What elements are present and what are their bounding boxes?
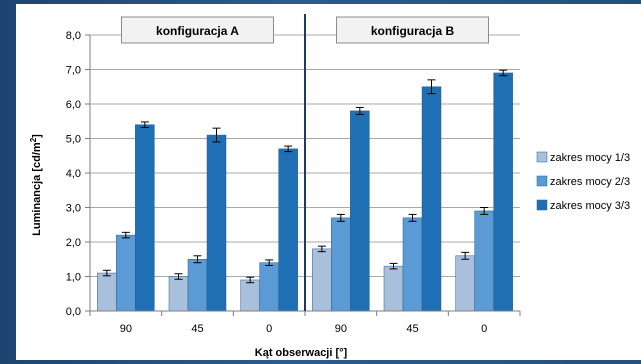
y-tick-label: 2,0 bbox=[66, 237, 81, 249]
y-tick-label: 7,0 bbox=[66, 65, 81, 77]
legend-swatch bbox=[536, 151, 548, 163]
x-tick-label: 45 bbox=[191, 323, 203, 335]
axes bbox=[85, 14, 521, 316]
bar bbox=[168, 276, 189, 312]
legend: zakres mocy 1/3 zakres mocy 2/3 zakres moc… bbox=[536, 151, 630, 212]
x-tick-label: 90 bbox=[120, 323, 132, 335]
bar bbox=[206, 134, 227, 312]
x-axis-title: Kąt obserwacji [°] bbox=[255, 347, 348, 359]
y-tick-label: 1,0 bbox=[66, 272, 81, 284]
bar bbox=[331, 217, 351, 312]
legend-swatch bbox=[536, 175, 548, 187]
labels: 0,0 1,0 2,0 3,0 4,0 5,0 6,0 7,0 8,0 90 45 0 90 45 0 kon… bbox=[66, 16, 489, 335]
legend-swatch bbox=[536, 199, 548, 211]
bar bbox=[278, 148, 298, 312]
bar bbox=[116, 234, 136, 312]
group-header-box bbox=[336, 16, 489, 44]
y-tick-label: 8,0 bbox=[66, 30, 81, 42]
legend-label: zakres mocy 3/3 bbox=[550, 200, 630, 212]
bar bbox=[97, 272, 117, 312]
legend-label: zakres mocy 1/3 bbox=[550, 152, 630, 164]
legend-label: zakres mocy 2/3 bbox=[550, 176, 630, 188]
bar bbox=[455, 255, 475, 312]
y-tick-label: 3,0 bbox=[66, 203, 81, 215]
x-tick-label: 45 bbox=[406, 323, 418, 335]
group-header-label: konfiguracja B bbox=[371, 24, 455, 38]
bar bbox=[493, 72, 513, 312]
bar bbox=[402, 217, 423, 312]
x-tick-label: 90 bbox=[335, 323, 347, 335]
bar bbox=[474, 210, 494, 312]
bar bbox=[421, 86, 442, 312]
bar bbox=[187, 259, 208, 312]
x-tick-label: 0 bbox=[481, 323, 487, 335]
y-tick-label: 4,0 bbox=[66, 168, 81, 180]
group-header-box bbox=[121, 16, 274, 44]
bar bbox=[259, 262, 279, 312]
y-tick-label: 5,0 bbox=[66, 134, 81, 146]
bar bbox=[312, 248, 332, 312]
x-tick-label: 0 bbox=[266, 323, 272, 335]
y-axis-title: Luminancja [cd/m2] bbox=[29, 134, 43, 236]
bar bbox=[350, 110, 370, 312]
group-header-label: konfiguracja A bbox=[156, 24, 239, 38]
y-tick-label: 0,0 bbox=[66, 306, 81, 318]
bars bbox=[97, 69, 513, 312]
y-tick-label: 6,0 bbox=[66, 99, 81, 111]
bar bbox=[135, 124, 155, 312]
bar bbox=[383, 265, 404, 312]
bar bbox=[240, 279, 260, 312]
